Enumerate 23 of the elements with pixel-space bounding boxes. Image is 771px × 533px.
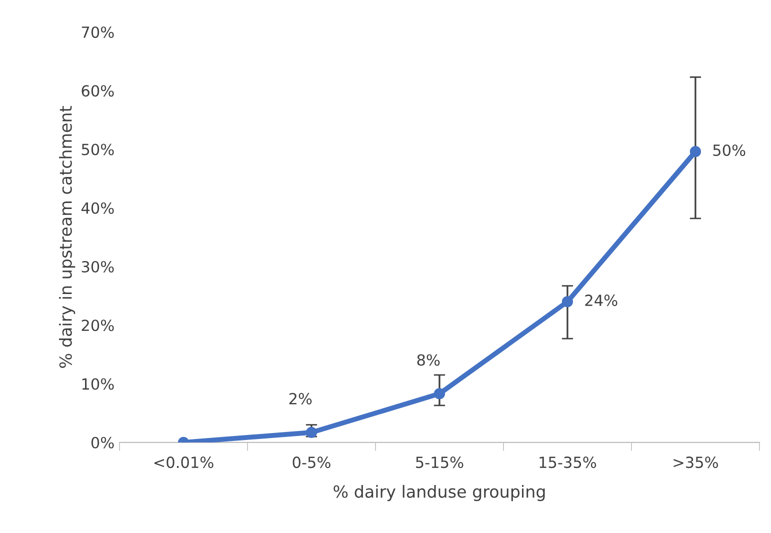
y-axis-title: % dairy in upstream catchment	[59, 106, 76, 368]
y-tick-label: 10%	[82, 378, 114, 390]
y-tick-label: 20%	[82, 320, 114, 332]
data-label: 2%	[289, 392, 312, 404]
point	[690, 146, 701, 158]
x-tick-label: <0.01%	[154, 456, 214, 468]
data-label: 8%	[417, 354, 440, 366]
data-label: 24%	[585, 294, 618, 306]
y-tick-label: 0%	[91, 436, 114, 448]
y-tick-label: 50%	[82, 144, 114, 156]
x-tick-label: 15-35%	[540, 456, 596, 468]
x-tick-label: 5-15%	[416, 456, 464, 468]
y-tick-label: 30%	[82, 260, 114, 273]
y-tick-label: 60%	[82, 85, 114, 97]
data-label: 50%	[713, 144, 746, 156]
y-tick-label: 40%	[81, 202, 114, 214]
point	[562, 296, 574, 308]
point	[434, 388, 446, 400]
y-tick-label: 70%	[82, 26, 114, 38]
x-axis-title: % dairy landuse grouping	[334, 484, 545, 502]
x-tick-label: 0-5%	[292, 456, 330, 468]
x-tick-label: >35%	[674, 456, 718, 468]
point	[306, 426, 318, 438]
